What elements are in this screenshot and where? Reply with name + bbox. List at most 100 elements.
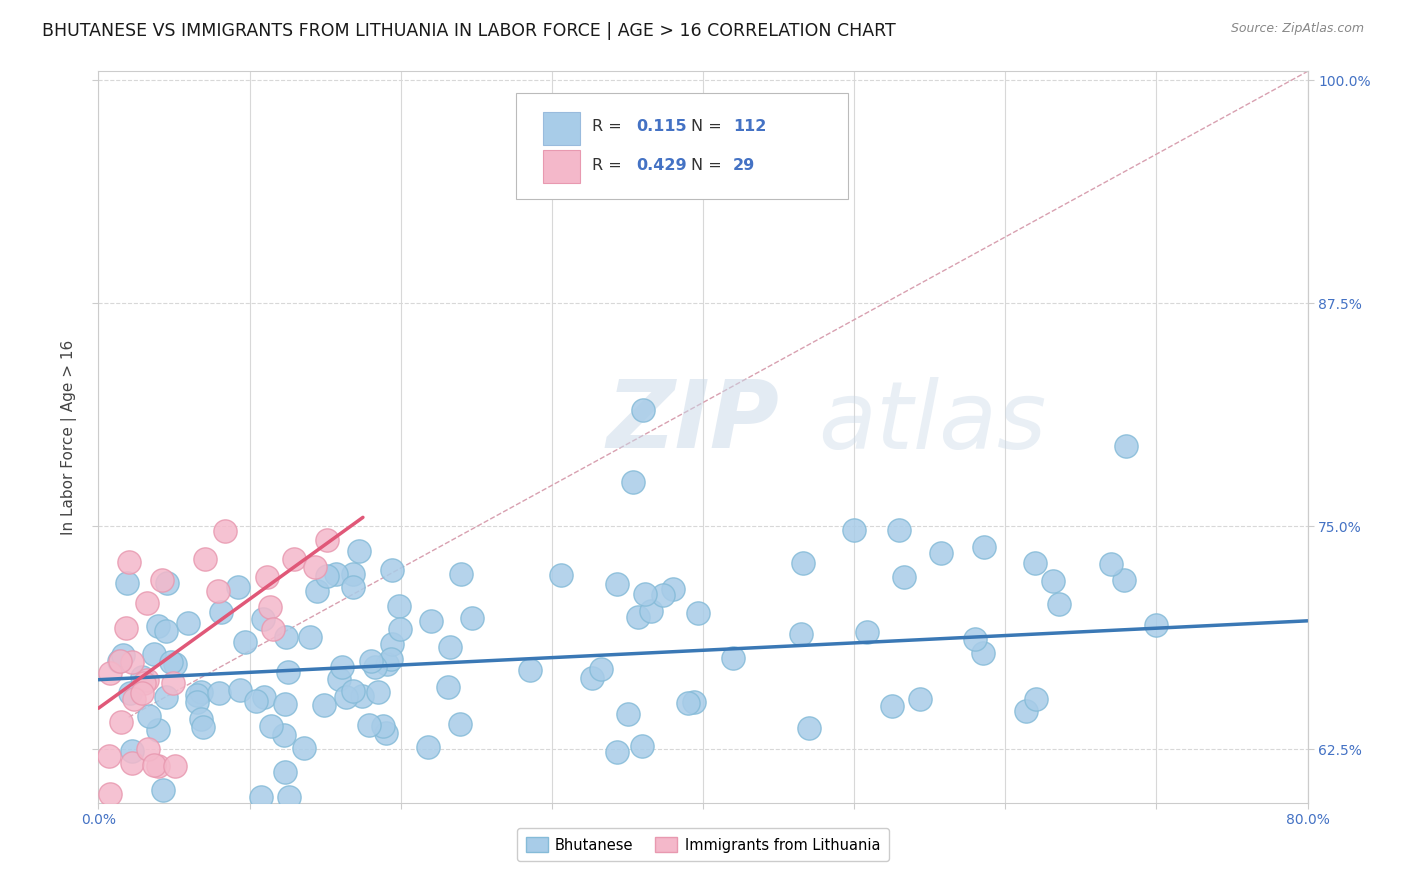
Text: N =: N =: [690, 119, 721, 134]
Point: [146, 759, 169, 773]
Point: [416, 739, 439, 754]
Point: [1042, 574, 1064, 588]
Point: [186, 695, 208, 709]
Point: [259, 599, 281, 614]
FancyBboxPatch shape: [516, 94, 848, 200]
Point: [617, 706, 640, 721]
Point: [233, 635, 256, 649]
Point: [276, 630, 298, 644]
Point: [207, 584, 229, 599]
Point: [121, 656, 143, 670]
Point: [186, 688, 208, 702]
Point: [209, 606, 232, 620]
Text: atlas: atlas: [818, 377, 1046, 468]
Point: [375, 657, 398, 672]
Point: [292, 740, 315, 755]
Point: [165, 759, 187, 773]
Point: [156, 575, 179, 590]
Point: [131, 686, 153, 700]
Point: [792, 557, 814, 571]
Point: [262, 622, 284, 636]
Point: [342, 684, 364, 698]
Point: [1112, 573, 1135, 587]
Point: [160, 655, 183, 669]
Point: [352, 689, 374, 703]
Point: [375, 726, 398, 740]
Point: [1024, 556, 1046, 570]
Point: [621, 475, 644, 489]
Bar: [543, 112, 579, 145]
Point: [627, 610, 650, 624]
Point: [1099, 557, 1122, 571]
Point: [152, 783, 174, 797]
Point: [273, 728, 295, 742]
Point: [640, 604, 662, 618]
Text: Source: ZipAtlas.com: Source: ZipAtlas.com: [1230, 22, 1364, 36]
Point: [274, 764, 297, 779]
Y-axis label: In Labor Force | Age > 16: In Labor Force | Age > 16: [60, 340, 77, 534]
Point: [274, 697, 297, 711]
Point: [134, 675, 156, 690]
Point: [131, 670, 153, 684]
Point: [342, 567, 364, 582]
Point: [581, 671, 603, 685]
Point: [381, 637, 404, 651]
Point: [1015, 704, 1038, 718]
Point: [316, 569, 339, 583]
Legend: Bhutanese, Immigrants from Lithuania: Bhutanese, Immigrants from Lithuania: [517, 829, 889, 862]
Point: [316, 533, 339, 547]
Point: [420, 615, 443, 629]
Point: [1024, 692, 1046, 706]
Point: [330, 660, 353, 674]
Point: [278, 790, 301, 805]
Point: [1115, 439, 1137, 453]
Point: [150, 573, 173, 587]
Point: [142, 647, 165, 661]
Point: [283, 552, 305, 566]
Point: [136, 673, 159, 687]
Point: [437, 681, 460, 695]
Point: [880, 698, 903, 713]
Point: [450, 566, 472, 581]
Point: [121, 744, 143, 758]
Point: [634, 586, 657, 600]
Point: [676, 696, 699, 710]
Point: [148, 619, 170, 633]
Point: [367, 685, 389, 699]
Point: [972, 646, 994, 660]
Point: [110, 715, 132, 730]
Point: [155, 624, 177, 638]
Point: [893, 570, 915, 584]
Point: [118, 555, 141, 569]
Point: [155, 690, 177, 705]
Point: [250, 790, 273, 805]
Point: [190, 685, 212, 699]
Point: [889, 523, 911, 537]
Point: [449, 717, 471, 731]
Point: [299, 630, 322, 644]
Point: [325, 566, 347, 581]
Point: [252, 612, 274, 626]
Point: [115, 622, 138, 636]
Point: [335, 690, 357, 704]
Point: [1047, 597, 1070, 611]
Point: [312, 698, 335, 712]
Point: [148, 723, 170, 738]
Point: [163, 657, 186, 672]
Text: R =: R =: [592, 158, 621, 173]
Point: [214, 524, 236, 539]
Point: [138, 742, 160, 756]
Point: [115, 576, 138, 591]
Point: [606, 576, 628, 591]
Point: [929, 546, 952, 560]
Point: [328, 672, 350, 686]
Point: [973, 540, 995, 554]
Point: [360, 654, 382, 668]
Point: [461, 610, 484, 624]
Point: [177, 616, 200, 631]
Point: [389, 623, 412, 637]
Point: [98, 749, 121, 764]
Point: [208, 686, 231, 700]
Text: BHUTANESE VS IMMIGRANTS FROM LITHUANIA IN LABOR FORCE | AGE > 16 CORRELATION CHA: BHUTANESE VS IMMIGRANTS FROM LITHUANIA I…: [42, 22, 896, 40]
Point: [108, 654, 131, 668]
